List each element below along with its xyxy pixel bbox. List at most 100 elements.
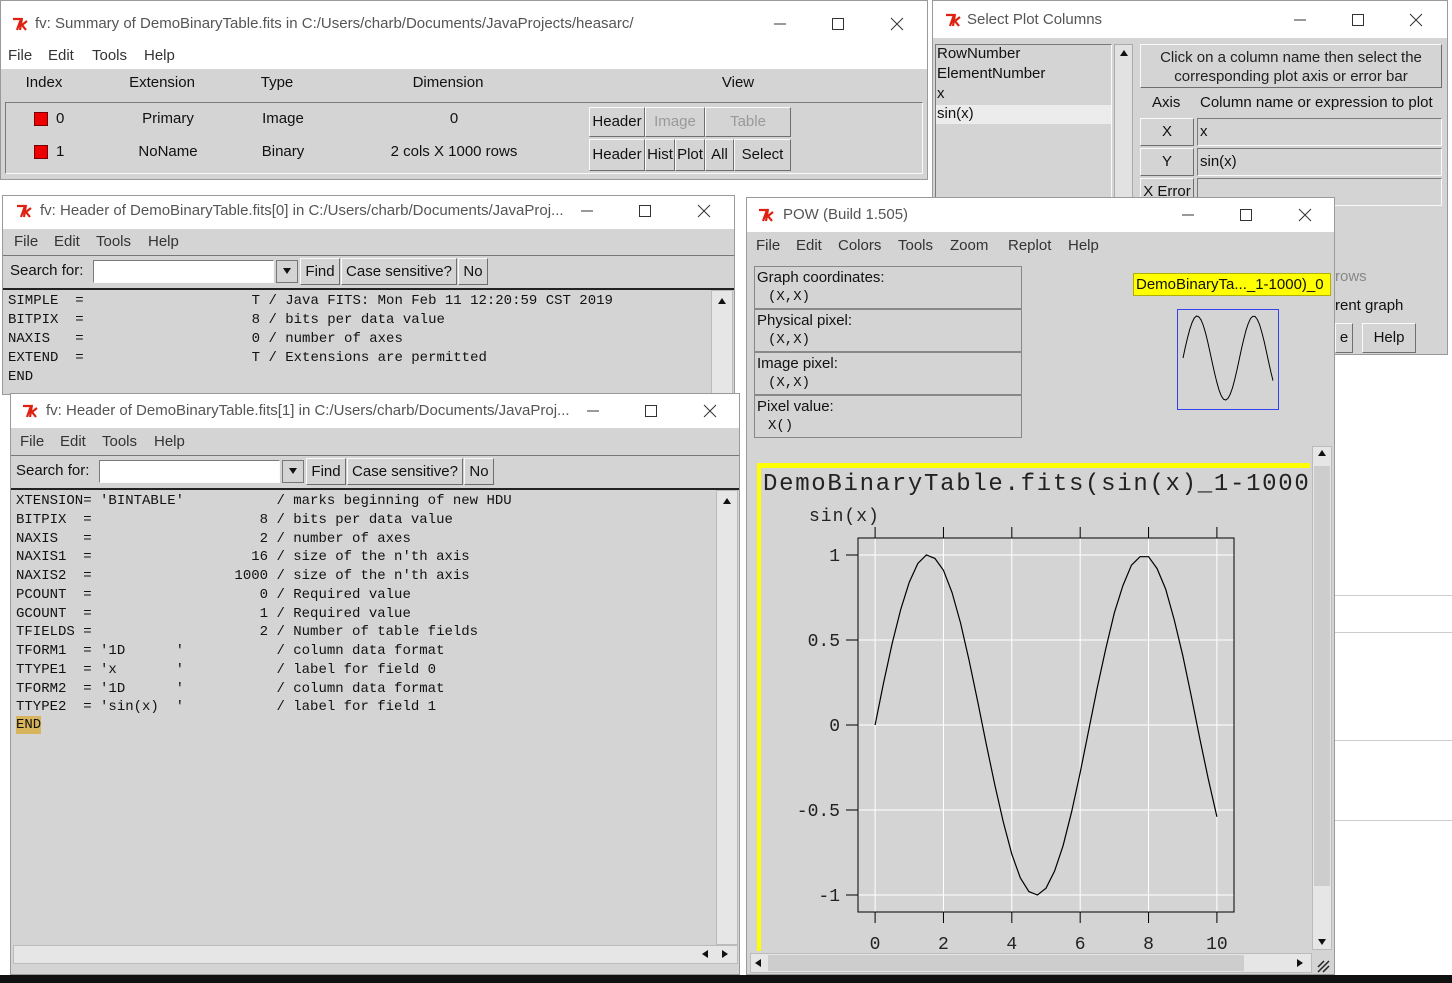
scroll-right-button[interactable] [719,948,731,960]
column-item[interactable]: RowNumber [937,45,1021,62]
view-button[interactable]: Hist [645,139,675,171]
search-label: Search for: [10,262,84,279]
menu-item[interactable]: File [14,233,39,250]
view-button[interactable]: Plot [675,139,705,171]
menu-item[interactable]: Colors [838,237,882,254]
case-sensitive-toggle[interactable]: No [458,258,488,285]
menu-item[interactable]: File [8,47,33,64]
menu-item[interactable]: Help [154,433,185,450]
close-button[interactable] [889,16,905,32]
view-button[interactable]: All [705,139,734,171]
separator [11,488,739,490]
minimize-button[interactable] [1292,12,1308,28]
menu-item[interactable]: Zoom [950,237,989,254]
menu-item[interactable]: File [20,433,45,450]
maximize-icon [1240,209,1252,221]
column-item[interactable]: sin(x) [937,105,974,122]
maximize-button[interactable] [643,403,659,419]
search-entry[interactable] [93,260,274,283]
y-tick-label: 0.5 [808,632,840,652]
scroll-up-button[interactable] [1316,447,1328,459]
partial-text: rent graph [1335,297,1404,314]
separator [11,455,739,456]
minimize-button[interactable] [1180,207,1196,223]
resize-grip[interactable] [1315,958,1332,975]
menu-item[interactable]: Help [144,47,175,64]
view-button[interactable]: Table [705,107,791,137]
menu-item[interactable]: File [756,237,781,254]
scroll-up-button[interactable] [716,295,728,307]
maximize-button[interactable] [637,203,653,219]
coordinate-label: Graph coordinates: [757,269,885,286]
axis-label[interactable]: Y [1140,148,1194,176]
partial-button[interactable]: e [1335,323,1353,353]
case-sensitive-label[interactable]: Case sensitive? [341,258,457,285]
graph-thumbnail[interactable] [1177,309,1279,410]
column-item[interactable]: ElementNumber [937,65,1046,82]
menu-item[interactable]: Tools [898,237,934,254]
scroll-down-button[interactable] [1316,936,1328,948]
scroll-up-button[interactable] [721,495,733,507]
maximize-icon [645,405,657,417]
scroll-left-button[interactable] [699,948,711,960]
scroll-thumb[interactable] [768,955,1244,971]
menu-item[interactable]: Tools [102,433,138,450]
arrow-icon [1297,959,1303,967]
view-button[interactable]: Image [645,107,705,137]
vertical-scrollbar[interactable] [716,490,738,945]
coordinate-label: Pixel value: [757,398,834,415]
view-button[interactable]: Select [734,139,791,171]
column-item[interactable]: x [937,85,945,102]
minimize-button[interactable] [579,203,595,219]
menu-item[interactable]: Edit [796,237,822,254]
expression-entry[interactable]: x [1197,118,1442,146]
search-entry[interactable] [99,460,280,483]
axis-label[interactable]: X [1140,118,1194,146]
menu-item[interactable]: Help [148,233,179,250]
header-card: TTYPE2 = 'sin(x) ' / label for field 1 [16,699,437,716]
menu-item[interactable]: Replot [1008,237,1052,254]
scroll-right-button[interactable] [1294,957,1306,969]
expression-entry[interactable]: sin(x) [1197,148,1442,176]
close-button[interactable] [702,403,718,419]
hdu-select-box[interactable] [34,112,48,126]
menu-item[interactable]: Help [1068,237,1099,254]
graph-tag[interactable]: DemoBinaryTa..._1-1000)_0 [1133,273,1331,296]
close-button[interactable] [1408,12,1424,28]
find-button[interactable]: Find [306,458,346,485]
view-button[interactable]: Header [589,107,645,137]
maximize-button[interactable] [830,16,846,32]
maximize-button[interactable] [1238,207,1254,223]
horizontal-scrollbar[interactable] [13,945,738,964]
taskbar-edge [0,975,1452,983]
header-card: NAXIS = 0 / number of axes [8,331,403,347]
history-button[interactable] [282,460,304,483]
help-button[interactable]: Help [1362,323,1416,353]
menu-item[interactable]: Edit [48,47,74,64]
view-button[interactable]: Header [589,139,645,171]
selected-row [936,105,1111,124]
history-arrow[interactable] [281,265,293,277]
case-sensitive-label[interactable]: Case sensitive? [347,458,463,485]
minimize-button[interactable] [772,16,788,32]
maximize-button[interactable] [1350,12,1366,28]
scroll-left-button[interactable] [752,957,764,969]
coordinate-box [754,395,1022,438]
partial-text: rows [1335,268,1367,285]
title-bar [11,394,739,428]
menu-item[interactable]: Edit [54,233,80,250]
menu-item[interactable]: Tools [92,47,128,64]
window-title: Select Plot Columns [967,11,1103,28]
menu-item[interactable]: Tools [96,233,132,250]
hdu-select-box[interactable] [34,145,48,159]
scroll-up-button[interactable] [1118,47,1130,59]
minimize-button[interactable] [585,403,601,419]
menu-item[interactable]: Edit [60,433,86,450]
find-button[interactable]: Find [300,258,340,285]
case-sensitive-toggle[interactable]: No [464,458,494,485]
scroll-thumb[interactable] [1314,466,1330,886]
history-arrow[interactable] [287,465,299,477]
close-button[interactable] [1297,207,1313,223]
close-button[interactable] [696,203,712,219]
history-button[interactable] [276,260,298,283]
